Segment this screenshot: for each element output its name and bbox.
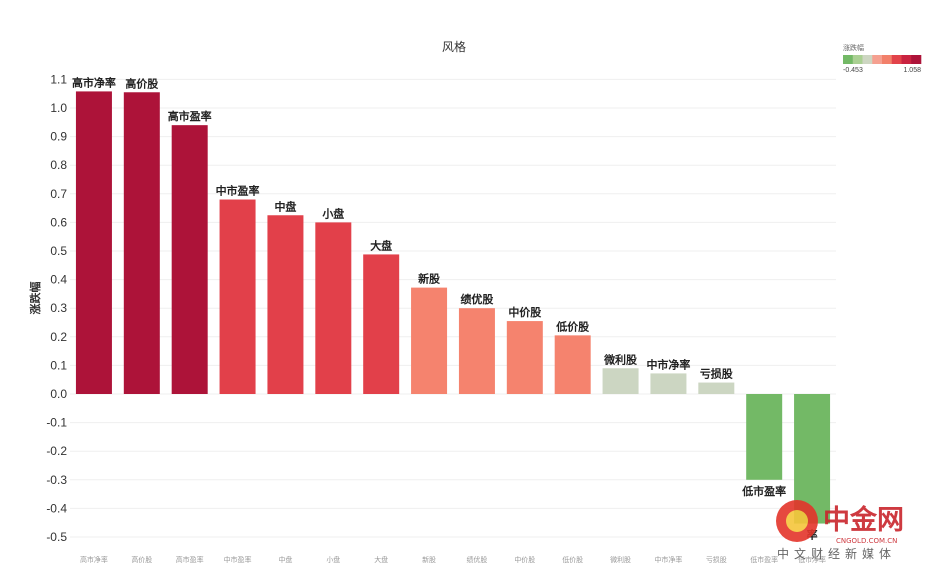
bar (602, 368, 639, 394)
data-label: 中盘 (274, 199, 296, 213)
legend-swatch (882, 55, 893, 64)
x-tick-label: 低市盈率 (750, 555, 778, 564)
x-tick-label: 高市盈率 (176, 555, 204, 564)
y-tick-label: -0.2 (46, 444, 67, 458)
watermark-logo-inner (786, 510, 808, 532)
data-label: 低价股 (555, 319, 590, 333)
bar (411, 287, 448, 394)
data-label: 大盘 (370, 238, 392, 252)
x-tick-label: 大盘 (374, 555, 388, 564)
bar (458, 308, 495, 394)
data-label: 低市盈率 (741, 484, 786, 498)
y-tick-label: 0.5 (50, 244, 67, 258)
y-tick-label: 0.4 (50, 273, 67, 287)
data-label: 小盘 (321, 206, 344, 220)
bar (554, 335, 591, 394)
data-label: 高市净率 (72, 75, 116, 89)
y-tick-label: -0.3 (46, 473, 67, 487)
bar (171, 125, 208, 394)
legend-swatch (901, 55, 912, 64)
x-tick-label: 微利股 (610, 555, 631, 564)
data-label: 新股 (418, 272, 441, 286)
data-label: 微利股 (603, 352, 638, 366)
color-legend: 涨跌幅 -0.453 1.058 (843, 43, 922, 74)
x-tick-label: 亏损股 (706, 555, 727, 564)
y-tick-label: 0.0 (50, 387, 67, 401)
bar (267, 215, 304, 394)
x-tick-label: 高价股 (131, 555, 152, 564)
legend-title: 涨跌幅 (843, 43, 864, 52)
legend-swatch (911, 55, 922, 64)
x-axis: 高市净率 高价股 高市盈率 中市盈率 中盘 小盘 大盘 新股 绩优股 中价股 低价股 微利股 中市净率 亏… (80, 555, 826, 564)
bar (506, 321, 543, 394)
legend-swatch (872, 55, 883, 64)
bar (746, 394, 783, 480)
bar (315, 222, 352, 394)
y-tick-label: 0.7 (50, 187, 67, 201)
y-tick-label: 1.1 (50, 72, 67, 86)
x-tick-label: 中市盈率 (224, 555, 252, 564)
bar (650, 373, 687, 394)
y-tick-label: 0.9 (50, 130, 67, 144)
data-label: 中市盈率 (216, 184, 260, 198)
bar (75, 91, 112, 395)
y-tick-label: 0.2 (50, 330, 67, 344)
y-tick-label: -0.5 (46, 530, 67, 544)
x-tick-label: 中市净率 (654, 555, 682, 564)
legend-swatches (843, 55, 922, 64)
y-tick-label: 1.0 (50, 101, 67, 115)
y-tick-label: 0.3 (50, 301, 67, 315)
legend-min-label: -0.453 (843, 67, 863, 74)
watermark-url: CNGOLD.COM.CN (836, 537, 897, 545)
y-axis-label: 涨跌幅 (28, 282, 42, 315)
x-tick-label: 中盘 (278, 555, 292, 564)
watermark: 中金网 CNGOLD.COM.CN 中文财经新媒体 (776, 500, 904, 561)
x-tick-label: 新股 (422, 555, 436, 564)
x-tick-label: 低价股 (562, 555, 583, 564)
x-tick-label: 低市净率 (798, 555, 826, 564)
data-label: 亏损股 (700, 367, 734, 381)
legend-swatch (891, 55, 902, 64)
data-label: 高市盈率 (168, 109, 212, 123)
data-label: 绩优股 (460, 292, 494, 306)
bar (363, 254, 400, 394)
x-tick-label: 绩优股 (466, 555, 487, 564)
chart-title: 风格 (442, 39, 466, 54)
x-tick-label: 高市净率 (80, 555, 108, 564)
bars (75, 91, 831, 524)
y-tick-label: -0.4 (46, 501, 67, 515)
legend-swatch (843, 55, 854, 64)
y-tick-label: 0.6 (50, 215, 67, 229)
y-axis: 1.1 1.0 0.9 0.8 0.7 0.6 0.5 0.4 0.3 0.2 0.1 0.0 -0.1… (46, 72, 67, 544)
watermark-subtitle: 中文财经新媒体 (777, 546, 896, 561)
x-tick-label: 中价股 (514, 555, 535, 564)
bar (123, 92, 160, 395)
legend-swatch (862, 55, 873, 64)
data-label: 中市净率 (646, 357, 690, 371)
bar (219, 199, 256, 394)
y-tick-label: 0.8 (50, 158, 67, 172)
legend-max-label: 1.058 (903, 67, 921, 74)
bar (698, 382, 735, 394)
data-label: 中价股 (508, 305, 542, 319)
y-tick-label: -0.1 (46, 416, 67, 430)
data-label: 高价股 (125, 76, 159, 90)
y-tick-label: 0.1 (50, 358, 67, 372)
x-tick-label: 小盘 (326, 555, 340, 564)
legend-swatch (852, 55, 863, 64)
watermark-brand: 中金网 (823, 504, 904, 536)
